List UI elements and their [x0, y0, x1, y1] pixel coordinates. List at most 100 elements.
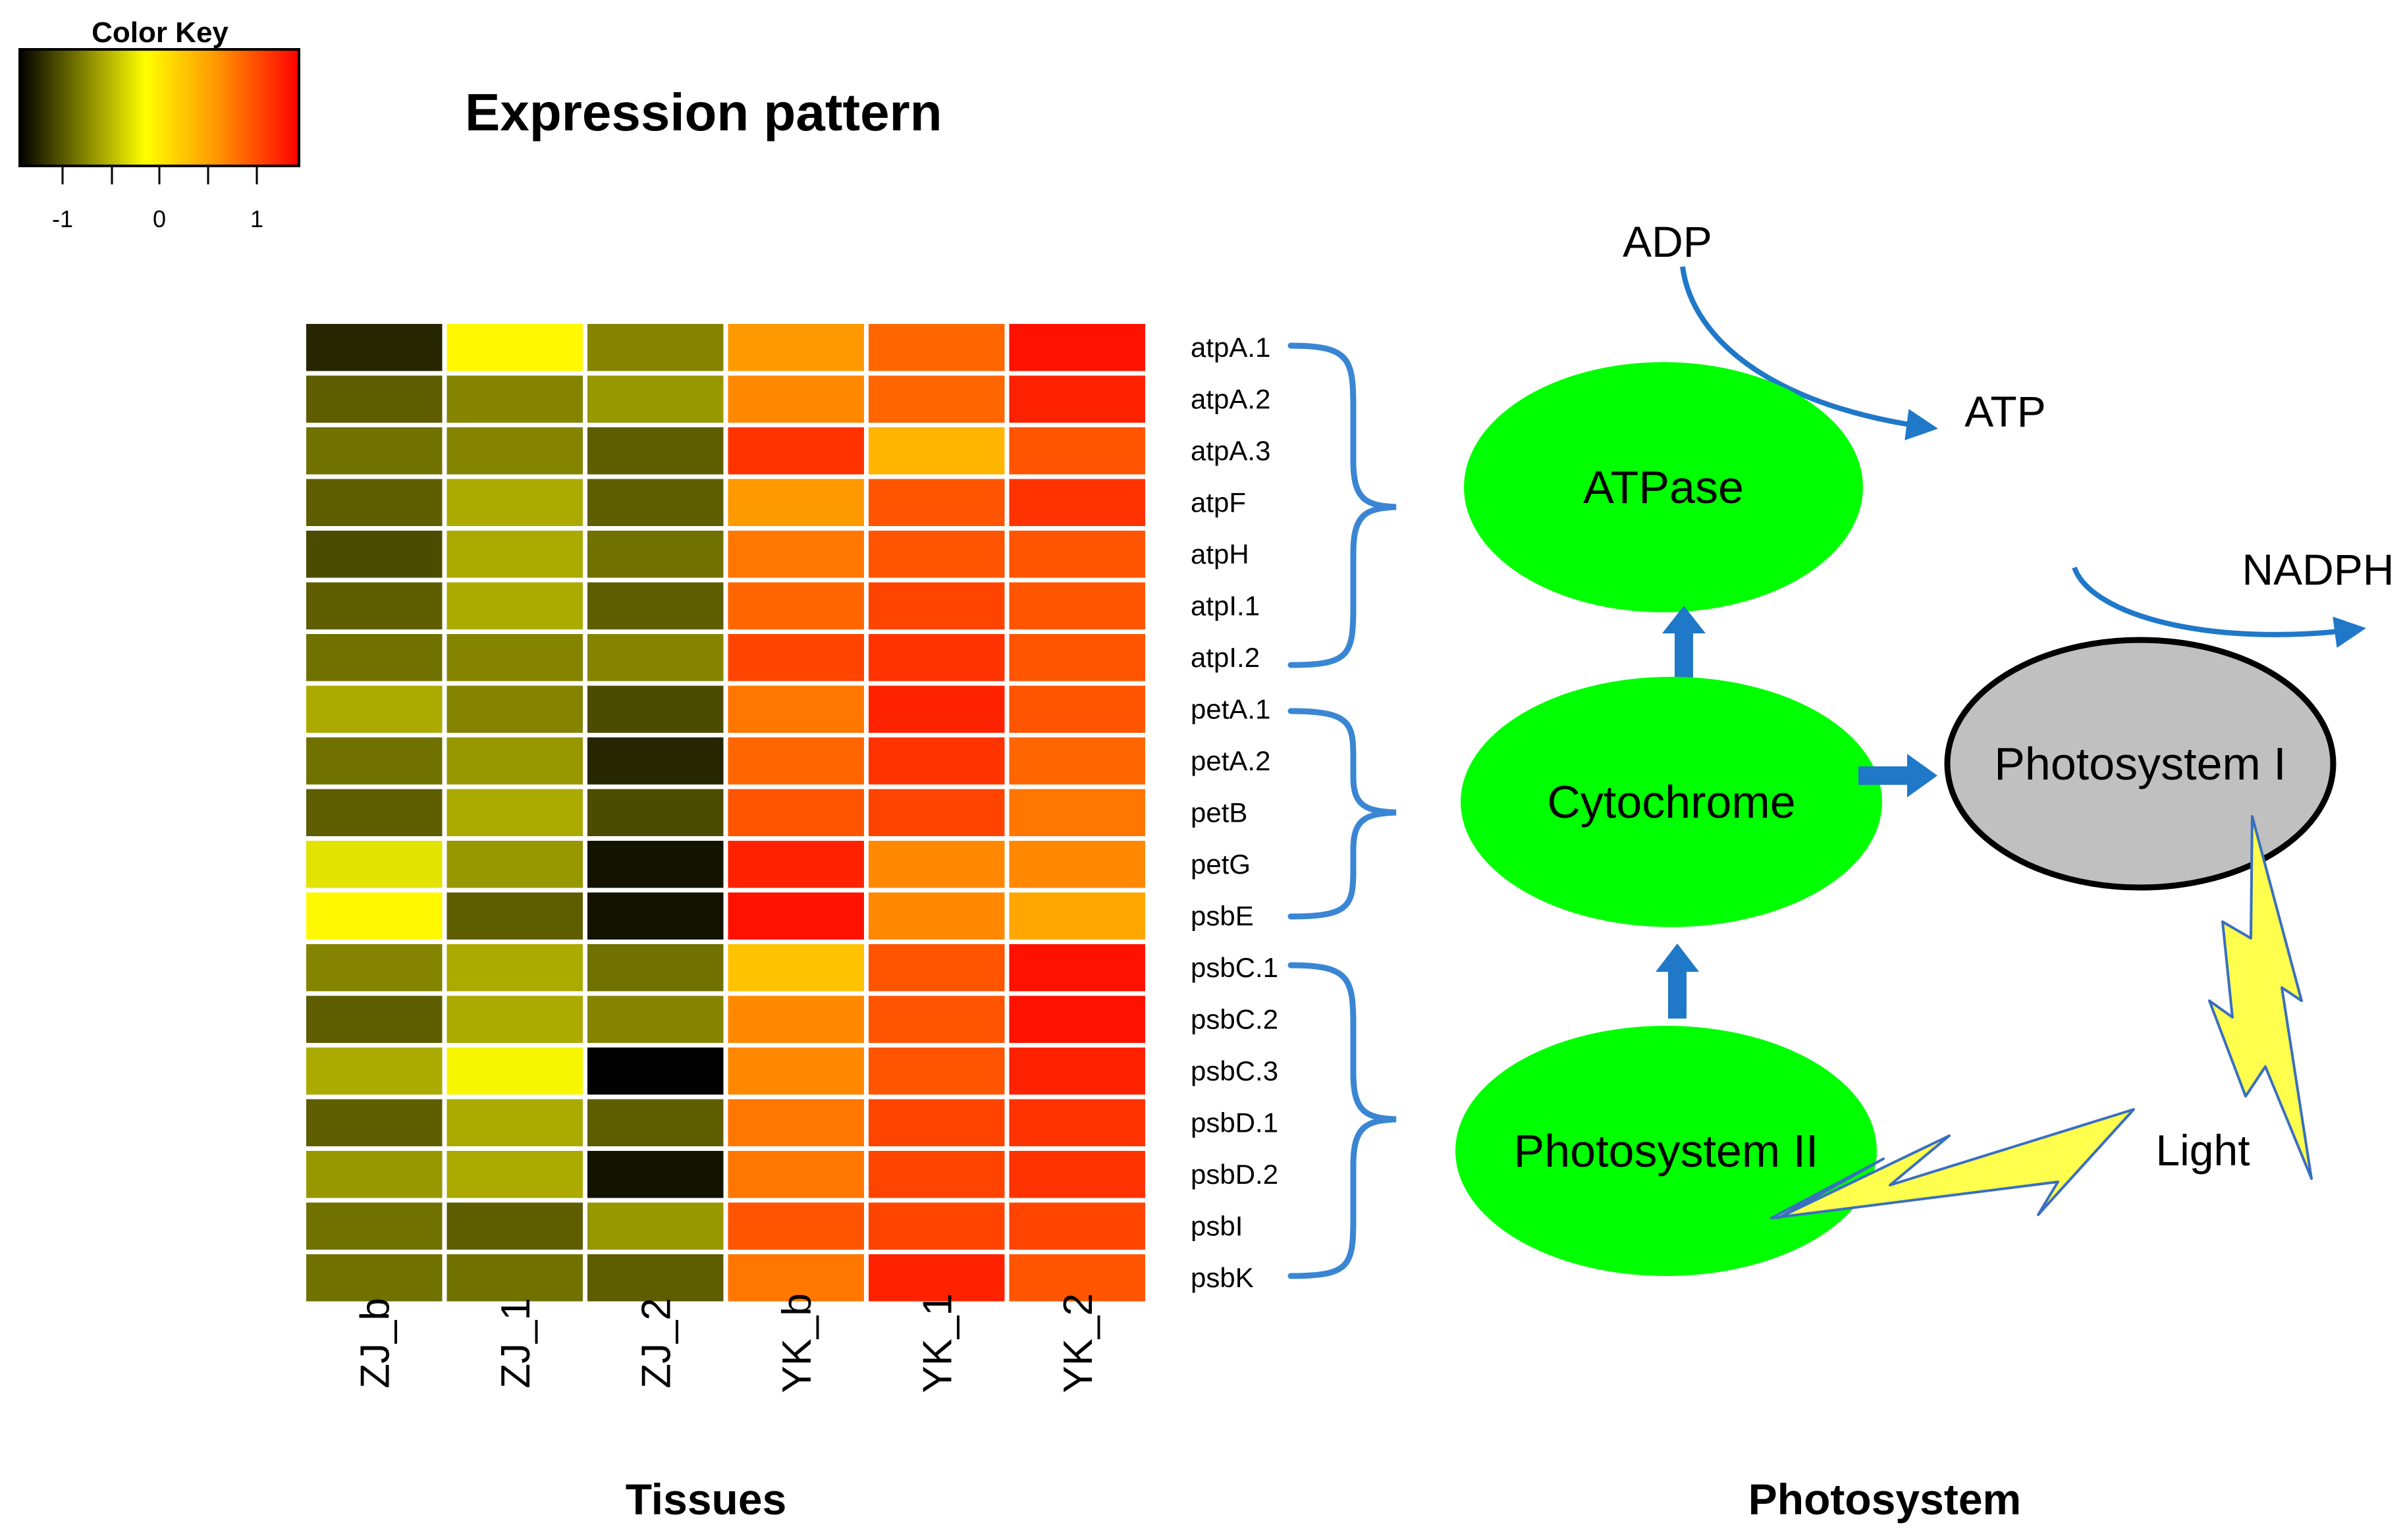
heatmap-cell: [306, 1254, 443, 1302]
row-label: psbD.1: [1191, 1107, 1278, 1138]
heatmap-cell: [869, 996, 1005, 1043]
heatmap-cell: [728, 841, 864, 888]
heatmap-cell: [869, 737, 1005, 785]
gene-group-braces: [1287, 342, 1397, 1279]
heatmap-cell: [587, 1048, 724, 1095]
heatmap-cell: [446, 582, 583, 629]
heatmap-row-labels: atpA.1 atpA.2 atpA.3 atpF atpH atpI.1 atpI.2 pe…: [1191, 332, 1278, 1293]
heatmap-cell: [1009, 1151, 1145, 1198]
nadph-label: NADPH: [2242, 545, 2394, 594]
row-label: petA.2: [1191, 745, 1270, 776]
heatmap-cell: [446, 634, 583, 681]
heatmap-cell: [728, 1254, 864, 1302]
heatmap-cell: [587, 996, 724, 1043]
heatmap-column-labels: ZJ_b ZJ_1 ZJ_2 YK_b YK_1 YK_2: [352, 1293, 1101, 1393]
heatmap-cell: [446, 531, 583, 578]
cytochrome-to-ps1-arrow: [1858, 754, 1937, 797]
heatmap-cell: [869, 1254, 1005, 1302]
heatmap-cell: [869, 789, 1005, 836]
atpase-node: [1464, 362, 1863, 612]
heatmap-cell: [306, 427, 443, 475]
heatmap-cell: [728, 634, 864, 681]
heatmap-cell: [587, 324, 724, 371]
heatmap-cell: [1009, 531, 1145, 578]
heatmap-cell: [446, 996, 583, 1043]
heatmap-cell: [728, 789, 864, 836]
heatmap-cell: [1009, 582, 1145, 629]
heatmap-cell: [869, 1202, 1005, 1250]
color-key-gradient: [18, 48, 300, 167]
heatmap-cell: [306, 841, 443, 888]
light-label: Light: [2155, 1126, 2250, 1175]
heatmap-cell: [728, 582, 864, 629]
row-label: atpI.2: [1191, 642, 1260, 673]
heatmap-cell: [306, 892, 443, 940]
heatmap-cell: [306, 944, 443, 992]
heatmap-cell: [728, 737, 864, 785]
photosystem-i-label: Photosystem I: [1994, 738, 2286, 789]
color-key-title: Color Key: [92, 16, 229, 49]
heatmap-cell: [306, 1151, 443, 1198]
heatmap-cell: [446, 375, 583, 423]
heatmap-cell: [446, 737, 583, 785]
heatmap-cell: [306, 479, 443, 526]
heatmap-cell: [1009, 479, 1145, 526]
brace-atpase: [1287, 342, 1397, 668]
heatmap-cell: [587, 685, 724, 733]
lightning-bolt-icon: [2208, 815, 2313, 1180]
row-label: atpI.1: [1191, 590, 1260, 621]
brace-cytochrome: [1287, 708, 1397, 920]
row-label: psbD.2: [1191, 1159, 1278, 1190]
photosystem-i-node: [1944, 637, 2336, 891]
cytochrome-label: Cytochrome: [1547, 776, 1795, 828]
heatmap-cell: [446, 944, 583, 992]
heatmap-cell: [1009, 1048, 1145, 1095]
diagram-title: Photosystem: [1748, 1475, 2021, 1524]
column-label: ZJ_2: [634, 1298, 679, 1389]
heatmap-cell: [1009, 685, 1145, 733]
color-key-tick-label: 0: [153, 205, 166, 232]
heatmap-cell: [728, 1151, 864, 1198]
heatmap-cell: [446, 841, 583, 888]
heatmap-cell: [446, 1048, 583, 1095]
heatmap-cell: [306, 996, 443, 1043]
heatmap-cell: [728, 685, 864, 733]
brace-photosystem-ii: [1287, 962, 1397, 1279]
heatmap-cell: [1009, 427, 1145, 475]
lightning-bolt-icon: [1770, 1108, 2135, 1219]
heatmap-cell: [306, 789, 443, 836]
heatmap-cell: [869, 634, 1005, 681]
heatmap-cell: [306, 375, 443, 423]
x-axis-title: Tissues: [626, 1475, 787, 1524]
heatmap-cell: [1009, 634, 1145, 681]
heatmap-cell: [1009, 944, 1145, 992]
heatmap-cell: [1009, 892, 1145, 940]
heatmap-cell: [1009, 841, 1145, 888]
figure-title: Expression pattern: [465, 83, 942, 142]
heatmap-cell: [869, 1048, 1005, 1095]
row-label: atpA.2: [1191, 383, 1270, 414]
heatmap-cell: [728, 944, 864, 992]
column-label: ZJ_b: [352, 1298, 398, 1389]
heatmap-cell: [587, 1254, 724, 1302]
heatmap-cell: [1009, 737, 1145, 785]
heatmap-cell: [587, 1099, 724, 1146]
column-label: YK_1: [915, 1293, 960, 1393]
heatmap-cell: [869, 479, 1005, 526]
heatmap-cell: [869, 427, 1005, 475]
heatmap-cell: [728, 892, 864, 940]
heatmap-cell: [587, 479, 724, 526]
heatmap-cell: [587, 737, 724, 785]
color-key-tick-label: -1: [52, 205, 73, 232]
adp-atp-arrow: [1680, 266, 1938, 440]
heatmap-cell: [1009, 375, 1145, 423]
heatmap-cell: [728, 1202, 864, 1250]
cytochrome-to-atpase-arrow: [1662, 606, 1706, 687]
column-label: ZJ_1: [493, 1298, 539, 1389]
column-label: YK_2: [1056, 1293, 1101, 1393]
heatmap-cell: [446, 685, 583, 733]
nadph-arrow: [2072, 566, 2366, 649]
heatmap-cell: [728, 479, 864, 526]
heatmap-cell: [869, 324, 1005, 371]
heatmap-cell: [1009, 1254, 1145, 1302]
